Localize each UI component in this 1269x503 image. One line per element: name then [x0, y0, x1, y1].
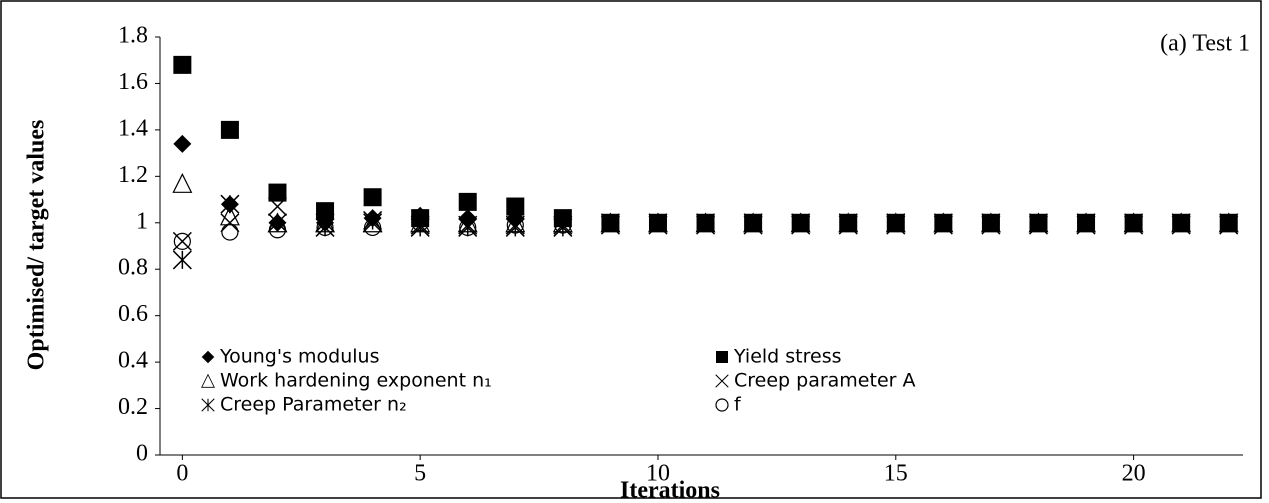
legend-label: Yield stress: [733, 346, 842, 368]
data-point: [173, 55, 192, 74]
y-tick-label: 1.6: [118, 69, 148, 95]
data-point: [506, 216, 524, 234]
data-point: [364, 218, 382, 237]
data-point: [934, 214, 952, 232]
data-point: [790, 212, 811, 233]
data-point: [363, 188, 382, 207]
legend-marker: [715, 398, 729, 412]
y-tick-label: 0.6: [118, 301, 148, 327]
data-point: [838, 212, 859, 233]
data-point: [1076, 212, 1097, 233]
data-point: [458, 192, 477, 211]
data-point: [459, 218, 477, 237]
data-point: [695, 212, 716, 233]
data-point: [173, 134, 192, 153]
data-point: [506, 197, 525, 216]
data-point: [792, 214, 810, 232]
legend-label: Young's modulus: [219, 346, 379, 368]
data-point: [220, 194, 240, 214]
legend-label: Creep parameter A: [734, 370, 915, 392]
data-point: [172, 172, 193, 193]
legend-marker: [201, 373, 215, 388]
data-point: [1028, 212, 1049, 233]
data-point: [267, 196, 288, 217]
data-point: [1077, 214, 1095, 232]
x-tick-label: 10: [646, 461, 670, 487]
x-tick-label: 5: [414, 461, 426, 487]
legend-marker: [201, 398, 215, 412]
legend-label: f: [734, 394, 742, 416]
x-tick-label: 20: [1122, 461, 1146, 487]
data-point: [173, 232, 191, 250]
data-point: [1220, 214, 1238, 232]
data-point: [648, 212, 668, 233]
legend-label: Work hardening exponent n₁: [220, 370, 492, 392]
legend-label: Creep Parameter n₂: [220, 394, 407, 416]
y-tick-label: 1: [136, 208, 148, 234]
y-axis-label: Optimised/ target values: [24, 120, 50, 371]
data-point: [839, 214, 857, 232]
data-point: [1125, 214, 1143, 232]
data-point: [887, 214, 905, 232]
data-point: [362, 212, 383, 233]
data-point: [933, 212, 954, 233]
data-point: [743, 212, 764, 233]
data-point: [696, 214, 715, 232]
data-point: [1172, 214, 1190, 232]
y-tick-label: 0.8: [118, 255, 148, 281]
x-tick-label: 15: [884, 461, 908, 487]
data-point: [1029, 214, 1048, 232]
data-point: [172, 250, 192, 270]
data-point: [316, 218, 334, 237]
data-point: [554, 216, 572, 234]
y-tick-label: 1.2: [118, 162, 148, 188]
y-tick-label: 1.8: [118, 23, 148, 49]
data-point: [268, 183, 287, 202]
x-axis-label: Iterations: [620, 478, 720, 503]
y-tick-label: 0.2: [118, 394, 148, 420]
y-tick-label: 0.4: [118, 348, 148, 374]
data-point: [411, 214, 429, 232]
data-point: [267, 213, 288, 233]
data-point: [980, 212, 1001, 233]
data-point: [600, 212, 621, 233]
data-point: [268, 221, 287, 239]
legend-marker: [716, 351, 728, 363]
y-tick-label: 1.4: [118, 115, 148, 141]
data-point: [219, 205, 240, 226]
data-point: [885, 212, 906, 233]
data-point: [1171, 212, 1192, 233]
legend-marker: [201, 350, 215, 364]
data-point: [221, 223, 239, 241]
legend-marker: [715, 374, 729, 388]
y-tick-label: 0: [136, 441, 148, 467]
data-point: [1218, 212, 1239, 233]
data-point: [220, 120, 239, 139]
data-point: [982, 214, 1000, 232]
data-point: [1123, 212, 1144, 233]
x-tick-label: 0: [176, 461, 188, 487]
data-point: [316, 202, 335, 221]
annotation: (a) Test 1: [1160, 31, 1250, 57]
data-point: [220, 213, 240, 233]
data-point: [410, 217, 430, 237]
data-point: [363, 210, 383, 230]
data-point: [649, 214, 667, 232]
data-point: [601, 214, 620, 232]
data-point: [172, 231, 192, 251]
data-point: [744, 214, 762, 232]
